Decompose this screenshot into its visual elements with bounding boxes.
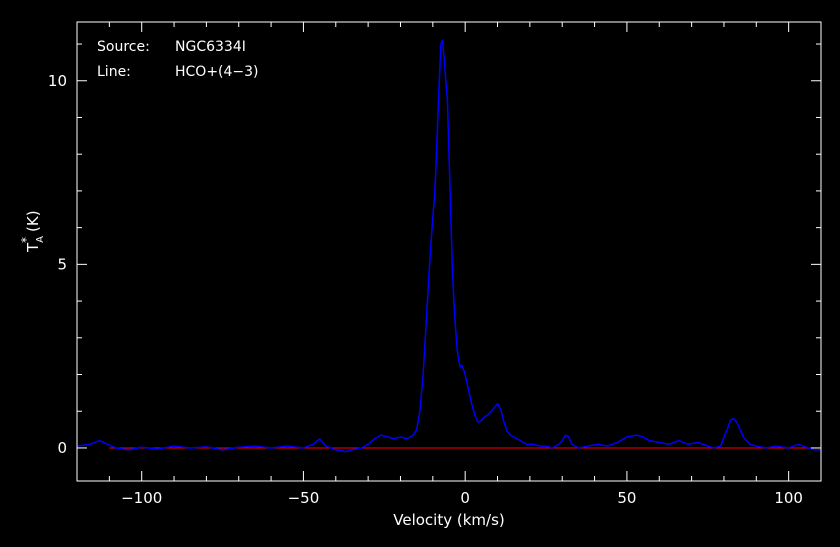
y-axis-label-base: T — [24, 242, 42, 253]
x-axis-label: Velocity (km/s) — [393, 511, 504, 529]
line-value: HCO+(4−3) — [175, 64, 259, 80]
y-tick-label: 5 — [57, 255, 67, 273]
x-tick-label: −50 — [288, 489, 320, 507]
y-axis-label-sup: * — [19, 237, 33, 243]
x-tick-label: 100 — [774, 489, 803, 507]
y-tick-label: 0 — [57, 439, 67, 457]
line-label: Line: — [97, 64, 131, 80]
y-axis-label: TA* (K) — [19, 210, 46, 253]
x-tick-label: −100 — [121, 489, 162, 507]
x-tick-label: 50 — [617, 489, 636, 507]
series-layer — [76, 39, 821, 453]
plot-frame — [76, 21, 822, 482]
source-value: NGC6334I — [175, 39, 246, 55]
y-axis-label-text: TA* (K) — [19, 210, 46, 253]
y-tick-label: 10 — [48, 72, 67, 90]
ticks-layer: −100 −50 0 50 100 0 5 10 — [48, 22, 822, 507]
y-axis-label-sub: A — [35, 236, 46, 243]
x-tick-label: 0 — [460, 489, 470, 507]
spectrum-line-0 — [76, 39, 821, 453]
y-axis-label-unit: (K) — [24, 210, 42, 232]
source-label: Source: — [97, 39, 150, 55]
